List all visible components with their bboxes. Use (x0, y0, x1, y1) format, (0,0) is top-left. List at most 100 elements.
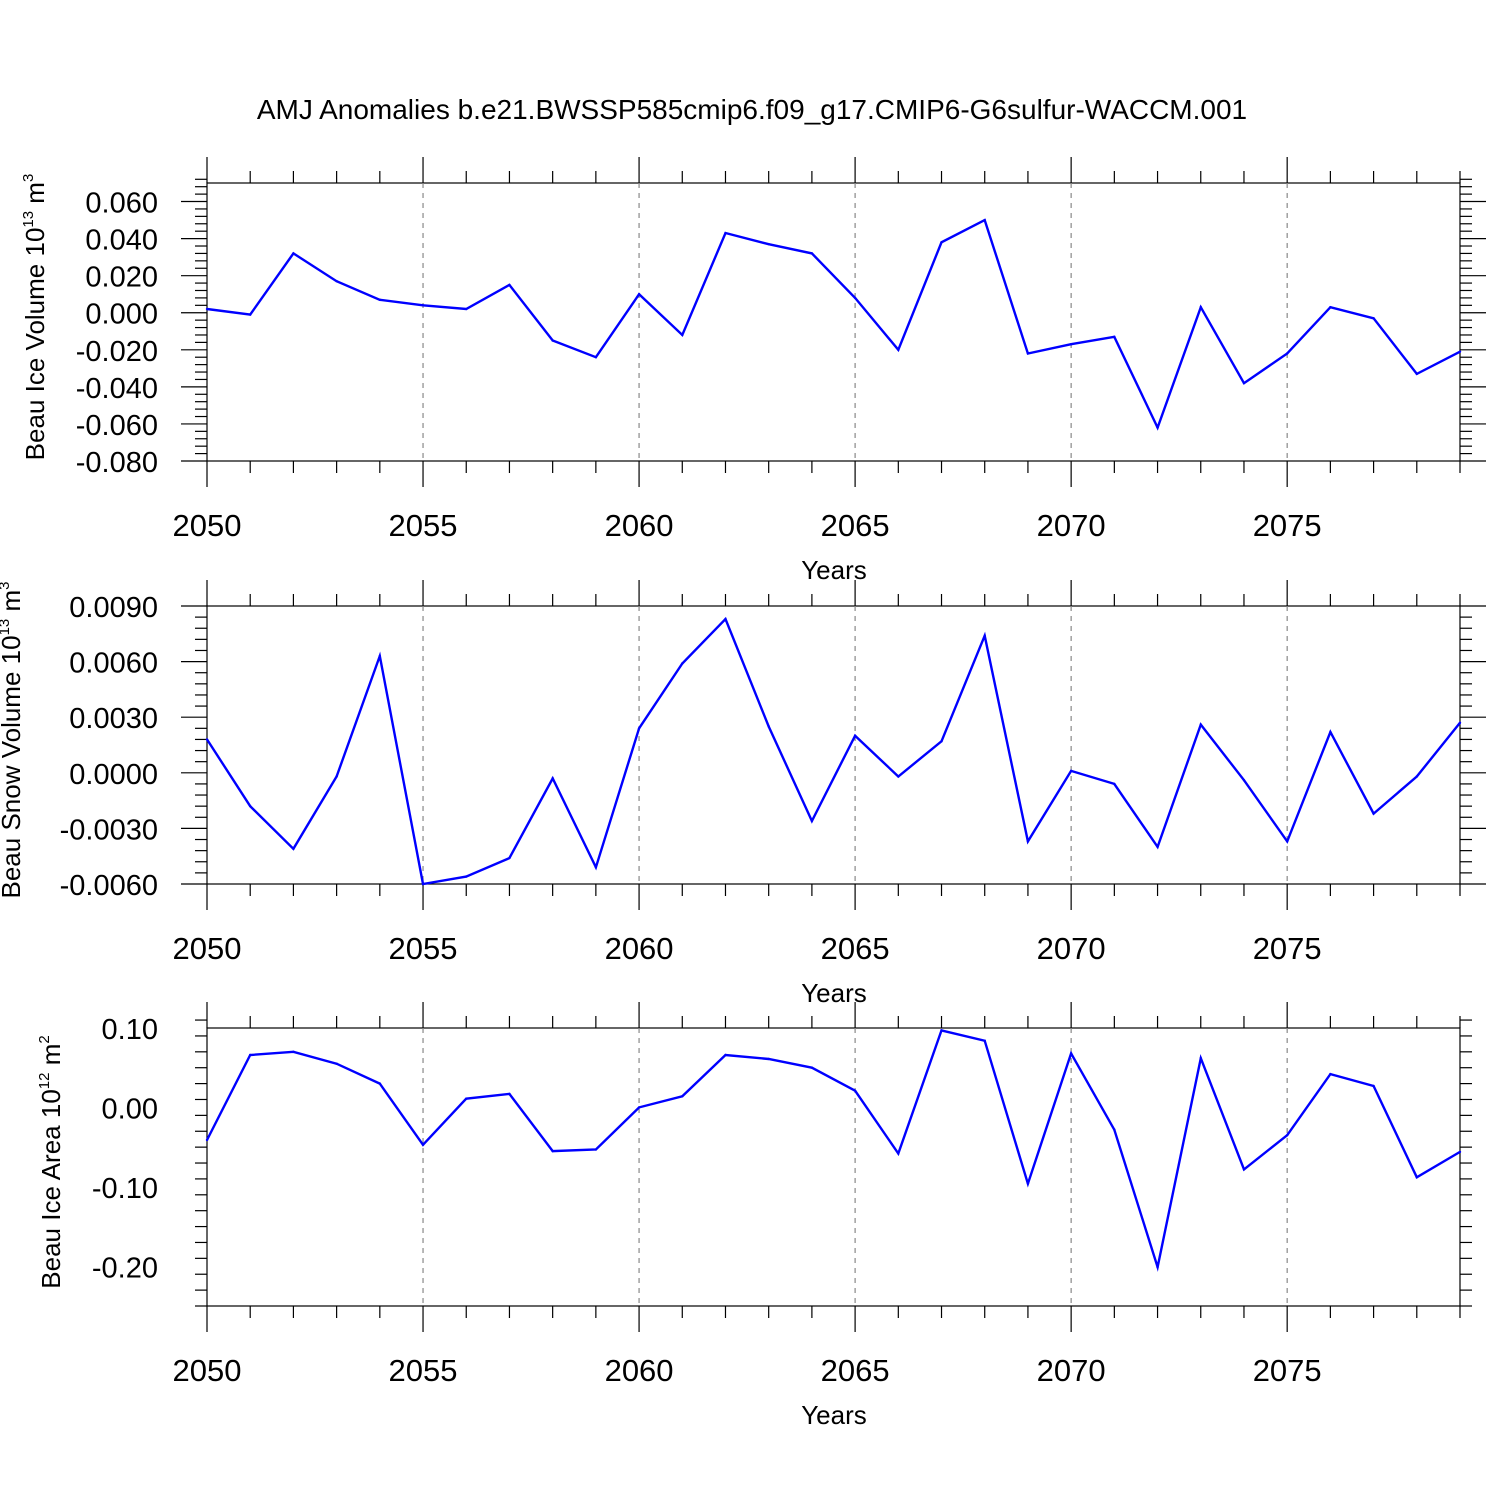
y-label-text: Beau Snow Volume 10 (0, 635, 26, 898)
data-point (983, 218, 986, 222)
plot-frame (206, 1027, 1461, 1307)
data-point (1329, 1072, 1332, 1076)
y-tick-label: -0.20 (92, 1252, 158, 1284)
y-tick-label: 0.10 (102, 1014, 158, 1046)
data-point (1026, 840, 1030, 843)
data-point (767, 725, 770, 728)
y-label-superscript: 13 (20, 211, 37, 228)
y-label-text: m (0, 590, 26, 619)
x-tick-label: 2055 (389, 931, 458, 966)
data-point (421, 304, 425, 307)
series-line (205, 616, 1461, 886)
chart-title: AMJ Anomalies b.e21.BWSSP585cmip6.f09_g1… (257, 94, 1247, 125)
x-tick-label: 2075 (1253, 508, 1322, 543)
data-point (1329, 305, 1332, 309)
data-point (1069, 769, 1073, 773)
x-axis-label: Years (801, 978, 867, 1008)
data-point (551, 1149, 554, 1153)
y-axis-label: Beau Ice Volume 1013 m3 (20, 174, 50, 461)
data-point (508, 1092, 511, 1096)
y-tick-label: 0.040 (85, 225, 158, 257)
y-tick-label: 0.0060 (69, 648, 158, 680)
data-point (1372, 317, 1375, 320)
data-point (724, 617, 727, 621)
data-point (637, 727, 641, 730)
y-tick-label: -0.0030 (60, 814, 158, 846)
data-point (1156, 426, 1159, 429)
data-point (1242, 1168, 1246, 1171)
data-point (681, 1095, 684, 1098)
series-line (205, 1028, 1461, 1272)
data-point (1199, 305, 1202, 309)
y-tick-label: -0.060 (76, 410, 158, 442)
data-point (1415, 775, 1418, 778)
data-point (292, 847, 295, 850)
data-point (637, 293, 641, 296)
x-tick-label: 2060 (605, 1353, 674, 1388)
y-label-superscript: 2 (36, 1035, 53, 1043)
data-point (551, 777, 554, 780)
data-point (378, 654, 382, 658)
data-point (205, 738, 209, 741)
x-tick-label: 2055 (389, 1353, 458, 1388)
x-axis-label: Years (801, 1400, 867, 1430)
data-point (1199, 1056, 1202, 1060)
y-label-text: m (20, 182, 50, 211)
data-point (1199, 723, 1202, 726)
y-tick-label: -0.080 (76, 447, 158, 479)
data-point (1415, 372, 1418, 376)
y-tick-label: 0.020 (85, 262, 158, 294)
data-point (637, 1106, 641, 1109)
y-tick-label: 0.0000 (69, 759, 158, 791)
x-tick-label: 2050 (173, 508, 242, 543)
data-point (335, 1062, 338, 1065)
data-point (292, 252, 295, 255)
data-point (897, 775, 900, 778)
data-point (1372, 812, 1375, 815)
data-point (1113, 782, 1116, 786)
data-point (983, 634, 986, 637)
data-point (465, 307, 468, 311)
data-point (1156, 845, 1159, 849)
plot-frame (206, 182, 1461, 462)
x-tick-label: 2065 (821, 508, 890, 543)
data-point (724, 1053, 727, 1057)
data-point (1372, 1084, 1375, 1088)
data-point (1069, 343, 1073, 346)
data-point (1113, 335, 1116, 339)
data-point (1458, 1150, 1462, 1154)
plot-frame (206, 605, 1461, 885)
data-point (551, 339, 554, 342)
data-point (810, 252, 814, 255)
y-tick-label: 0.000 (85, 299, 158, 331)
y-label-superscript: 13 (0, 619, 13, 636)
data-point (508, 283, 511, 287)
data-point (1415, 1176, 1418, 1179)
panel-ice-area: 2050 2055 2060 2065 2070 2075 Years 0.10 0.00 -0.… (36, 1002, 1472, 1430)
data-point (249, 804, 252, 808)
data-point (897, 348, 900, 351)
data-point (1156, 1265, 1159, 1269)
x-tick-label: 2070 (1037, 508, 1106, 543)
y-tick-label: -0.10 (92, 1173, 158, 1205)
data-point (335, 775, 338, 778)
data-point (681, 333, 684, 337)
data-point (681, 662, 684, 665)
y-tick-label: 0.0090 (69, 592, 158, 624)
y-label-text: m (36, 1044, 66, 1073)
y-tick-label: 0.00 (102, 1093, 158, 1125)
y-axis-label: Beau Snow Volume 1013 m3 (0, 582, 26, 899)
data-point (594, 356, 598, 359)
data-point (594, 866, 598, 869)
data-point (292, 1050, 295, 1054)
data-point (767, 242, 770, 246)
y-label-superscript: 3 (0, 582, 13, 590)
data-point (1069, 1052, 1073, 1055)
data-point (940, 241, 943, 244)
data-point (1242, 381, 1246, 385)
x-tick-label: 2055 (389, 508, 458, 543)
data-point (1285, 1134, 1289, 1137)
data-point (1285, 352, 1289, 355)
y-label-text: Beau Ice Volume 10 (20, 228, 50, 461)
